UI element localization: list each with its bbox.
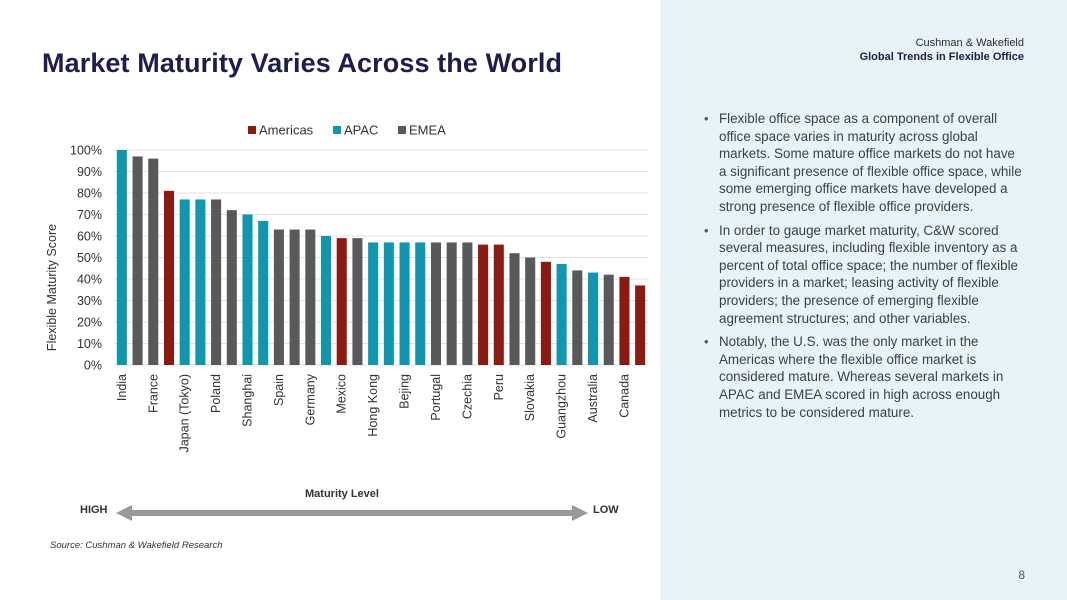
right-panel: Cushman & Wakefield Global Trends in Fle… — [660, 0, 1067, 600]
bar — [195, 199, 206, 365]
legend-label: EMEA — [409, 123, 446, 138]
x-tick-label: Portugal — [429, 374, 443, 421]
bullet-dot-icon: • — [704, 334, 709, 350]
brand-name: Cushman & Wakefield — [915, 37, 1024, 49]
bullet-text: In order to gauge market maturity, C&W s… — [719, 222, 1018, 326]
legend-swatch — [248, 126, 256, 134]
bar — [336, 238, 347, 365]
bar — [383, 242, 394, 365]
legend-swatch — [333, 126, 341, 134]
bar — [619, 276, 630, 365]
maturity-bar-chart: 0% 10% 20% 30% 40% 50% 60% 70% 80% 90% 100% Flexibl… — [45, 123, 648, 453]
page-number: 8 — [1018, 568, 1025, 582]
bar — [493, 244, 504, 365]
bar — [399, 242, 410, 365]
brand-subtitle: Global Trends in Flexible Office — [859, 51, 1024, 63]
x-tick-label: Bejing — [398, 374, 412, 409]
page-title: Market Maturity Varies Across the World — [42, 48, 563, 78]
bar — [305, 229, 316, 365]
legend-label: APAC — [344, 123, 378, 138]
x-tick-label: Slovakia — [523, 374, 537, 421]
bullet-item: • Flexible office space as a component of… — [704, 110, 1024, 216]
x-tick-label: Czechia — [460, 374, 474, 419]
bar — [321, 236, 332, 365]
bar — [509, 253, 520, 365]
x-tick-label: Japan (Tokyo) — [178, 374, 192, 453]
y-tick-label: 80% — [77, 187, 102, 201]
x-tick-label: Peru — [492, 374, 506, 400]
x-tick-label: France — [146, 374, 160, 413]
bar — [116, 150, 127, 365]
bar — [289, 229, 300, 365]
x-tick-label: Canada — [617, 374, 631, 418]
bar — [556, 263, 567, 365]
x-tick-label: Poland — [209, 374, 223, 413]
bar — [478, 244, 489, 365]
bar — [462, 242, 473, 365]
x-tick-label: Australia — [586, 374, 600, 423]
bar — [588, 272, 599, 365]
bar — [211, 199, 222, 365]
y-tick-label: 10% — [77, 337, 102, 351]
bar — [368, 242, 379, 365]
x-tick-label: Mexico — [335, 374, 349, 414]
bar — [572, 270, 583, 365]
bar — [352, 238, 363, 365]
bullet-item: • Notably, the U.S. was the only market i… — [704, 333, 1024, 421]
bar — [163, 190, 174, 365]
bar — [148, 158, 159, 365]
bar — [415, 242, 426, 365]
source-note: Source: Cushman & Wakefield Research — [50, 540, 223, 551]
bullet-text: Notably, the U.S. was the only market in… — [719, 334, 1004, 420]
x-tick-label: Germany — [303, 373, 317, 425]
bar — [273, 229, 284, 365]
y-tick-label: 0% — [84, 359, 102, 373]
x-tick-label: Shanghai — [241, 374, 255, 427]
bar — [242, 214, 253, 365]
bar — [525, 257, 536, 365]
bar — [132, 156, 143, 365]
bar — [179, 199, 190, 365]
bar — [446, 242, 457, 365]
bar — [258, 220, 269, 365]
bullet-dot-icon: • — [704, 222, 709, 238]
bar — [430, 242, 441, 365]
y-tick-label: 90% — [77, 165, 102, 179]
y-tick-label: 70% — [77, 208, 102, 222]
maturity-arrow-icon — [116, 505, 588, 521]
legend-swatch — [398, 126, 406, 134]
maturity-level-label: Maturity Level — [305, 488, 379, 500]
bullet-text: Flexible office space as a component of … — [719, 111, 1022, 214]
y-tick-label: 60% — [77, 230, 102, 244]
bar — [226, 210, 237, 365]
y-axis-label: Flexible Maturity Score — [45, 224, 59, 351]
x-tick-label: Hong Kong — [366, 374, 380, 437]
y-tick-label: 40% — [77, 273, 102, 287]
bullet-item: • In order to gauge market maturity, C&W … — [704, 222, 1024, 328]
y-tick-label: 30% — [77, 294, 102, 308]
x-tick-label: India — [115, 374, 129, 401]
x-tick-label: Guangzhou — [555, 374, 569, 439]
x-tick-label: Spain — [272, 374, 286, 406]
y-tick-label: 20% — [77, 316, 102, 330]
bar — [540, 261, 551, 365]
bullet-list: • Flexible office space as a component of… — [704, 110, 1024, 427]
low-label: LOW — [593, 504, 619, 516]
y-tick-label: 100% — [70, 144, 102, 158]
bar — [603, 274, 614, 365]
y-tick-label: 50% — [77, 251, 102, 265]
brand-block: Cushman & Wakefield Global Trends in Fle… — [860, 36, 1024, 64]
bar — [635, 285, 646, 365]
legend-label: Americas — [259, 123, 314, 138]
bullet-dot-icon: • — [704, 111, 709, 126]
high-label: HIGH — [80, 504, 108, 516]
